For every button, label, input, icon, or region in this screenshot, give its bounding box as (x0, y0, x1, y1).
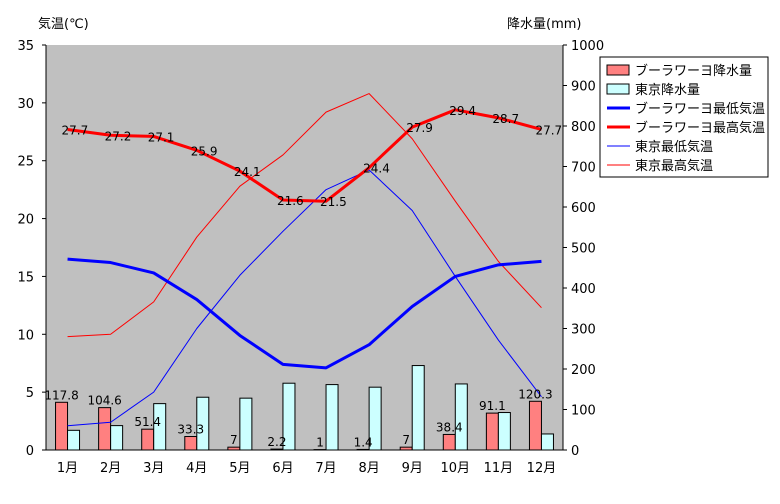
right-tick-label: 500 (571, 242, 596, 257)
precip-data-label-12: 120.3 (518, 387, 552, 401)
legend-label-0: ブーラワーヨ降水量 (635, 63, 752, 79)
legend-label-3: ブーラワーヨ最高気温 (635, 120, 765, 136)
x-tick-label: 4月 (186, 461, 207, 476)
right-tick-label: 400 (571, 282, 596, 297)
precip-data-label-11: 91.1 (479, 399, 506, 413)
bar-tokyo-precip-9 (412, 366, 424, 450)
right-tick-label: 300 (571, 323, 596, 338)
left-tick-label: 5 (26, 386, 34, 401)
precip-data-label-10: 38.4 (436, 420, 463, 434)
bar-tokyo-precip-10 (455, 384, 467, 450)
bar-bulawayo-precip-11 (486, 413, 498, 450)
max-temp-data-label-10: 29.4 (449, 104, 476, 118)
left-tick-label: 15 (17, 270, 34, 285)
right-tick-label: 100 (571, 404, 596, 419)
right-tick-label: 0 (571, 444, 579, 459)
left-tick-label: 10 (17, 328, 34, 343)
x-tick-label: 11月 (484, 461, 514, 476)
right-tick-label: 900 (571, 80, 596, 95)
x-tick-label: 7月 (315, 461, 336, 476)
left-tick-label: 30 (17, 97, 34, 112)
legend-label-4: 東京最低気温 (635, 139, 713, 155)
precip-data-label-4: 33.3 (177, 423, 204, 437)
max-temp-data-label-7: 21.5 (320, 195, 347, 209)
left-tick-label: 0 (26, 444, 34, 459)
x-tick-label: 1月 (57, 461, 78, 476)
x-tick-label: 12月 (527, 461, 557, 476)
max-temp-data-label-3: 27.1 (148, 130, 175, 144)
bar-bulawayo-precip-3 (142, 429, 154, 450)
x-tick-label: 9月 (402, 461, 423, 476)
x-tick-label: 3月 (143, 461, 164, 476)
bar-tokyo-precip-12 (541, 434, 553, 450)
x-tick-label: 10月 (441, 461, 471, 476)
max-temp-data-label-6: 21.6 (277, 194, 304, 208)
precip-data-label-7: 1 (316, 436, 324, 450)
legend-swatch-0 (607, 65, 629, 75)
right-tick-label: 800 (571, 120, 596, 135)
precip-data-label-3: 51.4 (134, 415, 161, 429)
x-tick-label: 5月 (229, 461, 250, 476)
left-tick-label: 35 (17, 39, 34, 54)
bar-tokyo-precip-5 (240, 398, 252, 450)
max-temp-data-label-12: 27.7 (535, 123, 562, 137)
bar-tokyo-precip-11 (498, 413, 510, 450)
left-tick-label: 20 (17, 213, 34, 228)
right-tick-label: 200 (571, 363, 596, 378)
y-left-axis-title: 気温(℃) (38, 16, 89, 32)
max-temp-data-label-4: 25.9 (191, 144, 218, 158)
precip-data-label-2: 104.6 (87, 394, 121, 408)
max-temp-data-label-5: 24.1 (234, 165, 261, 179)
x-tick-label: 2月 (100, 461, 121, 476)
max-temp-data-label-8: 24.4 (363, 162, 390, 176)
max-temp-data-label-1: 27.7 (62, 123, 89, 137)
max-temp-data-label-2: 27.2 (105, 129, 132, 143)
left-tick-label: 25 (17, 155, 34, 170)
bar-bulawayo-precip-12 (529, 401, 541, 450)
bar-bulawayo-precip-2 (99, 408, 111, 450)
right-tick-label: 700 (571, 161, 596, 176)
max-temp-data-label-9: 27.9 (406, 121, 433, 135)
legend-label-2: ブーラワーヨ最低気温 (635, 101, 765, 117)
bar-tokyo-precip-2 (111, 426, 123, 450)
bar-tokyo-precip-1 (68, 430, 80, 450)
precip-data-label-8: 1.4 (354, 435, 373, 449)
legend-label-1: 東京降水量 (635, 82, 700, 98)
right-tick-label: 1000 (571, 39, 604, 54)
y-right-axis-title: 降水量(mm) (507, 17, 581, 32)
legend-swatch-1 (607, 84, 629, 94)
max-temp-data-label-11: 28.7 (492, 112, 519, 126)
bar-tokyo-precip-7 (326, 385, 338, 450)
precip-data-label-1: 117.8 (44, 388, 78, 402)
plot-area (46, 45, 563, 450)
precip-data-label-9: 7 (402, 433, 410, 447)
x-tick-label: 8月 (358, 461, 379, 476)
bar-bulawayo-precip-10 (443, 434, 455, 450)
x-tick-label: 6月 (272, 461, 293, 476)
bar-bulawayo-precip-4 (185, 437, 197, 450)
right-tick-label: 600 (571, 201, 596, 216)
precip-data-label-6: 2.2 (267, 435, 286, 449)
precip-data-label-5: 7 (230, 433, 238, 447)
legend-label-5: 東京最高気温 (635, 158, 713, 174)
bar-bulawayo-precip-1 (56, 402, 68, 450)
